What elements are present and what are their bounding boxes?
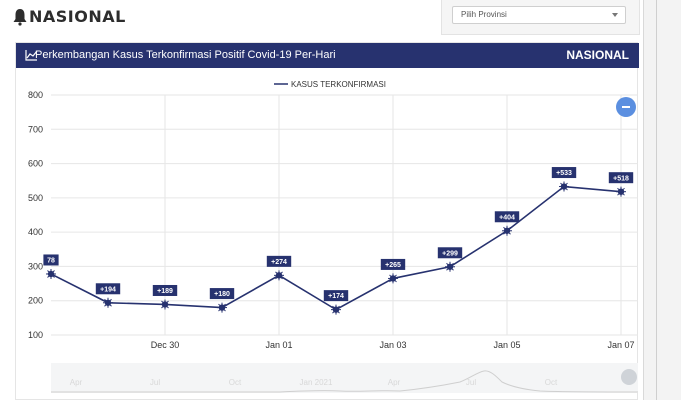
data-point-marker xyxy=(331,304,341,315)
bell-icon xyxy=(13,8,27,26)
data-point-marker xyxy=(217,302,227,313)
navigator-label: Oct xyxy=(229,378,242,387)
y-tick-label: 600 xyxy=(28,159,43,169)
data-label: +174 xyxy=(323,290,349,302)
svg-text:+180: +180 xyxy=(214,291,230,298)
data-label: +518 xyxy=(608,172,634,184)
y-axis: 100 200 300 400 500 600 700 800 xyxy=(28,90,43,340)
svg-text:78: 78 xyxy=(47,258,55,265)
navigator-label: Jan 2021 xyxy=(300,378,333,387)
data-point-marker xyxy=(502,225,512,236)
x-tick-label: Jan 01 xyxy=(265,340,292,350)
data-point-marker xyxy=(559,181,569,192)
data-label: 78 xyxy=(43,254,59,266)
data-point-marker xyxy=(445,261,455,272)
page-header: NASIONAL xyxy=(12,7,126,26)
data-label: +265 xyxy=(380,258,406,270)
data-label: +189 xyxy=(152,284,178,296)
data-label: +299 xyxy=(437,247,463,259)
y-tick-label: 400 xyxy=(28,227,43,237)
svg-text:+533: +533 xyxy=(556,170,572,177)
data-point-marker xyxy=(46,268,56,279)
line-chart-icon xyxy=(25,50,38,61)
chart-card-header: Perkembangan Kasus Terkonfirmasi Positif… xyxy=(16,43,639,68)
navigator-label: Apr xyxy=(70,378,83,387)
navigator-label: Apr xyxy=(388,378,401,387)
svg-text:+518: +518 xyxy=(613,175,629,182)
navigator-handle[interactable] xyxy=(621,369,637,385)
y-tick-label: 700 xyxy=(28,124,43,134)
right-scroll-gutter xyxy=(643,0,681,400)
x-tick-label: Jan 05 xyxy=(493,340,520,350)
svg-text:+189: +189 xyxy=(157,288,173,295)
svg-text:+274: +274 xyxy=(271,259,287,266)
collapse-button[interactable] xyxy=(616,97,636,117)
data-point-marker xyxy=(274,270,284,281)
series-markers xyxy=(46,181,626,315)
data-point-marker xyxy=(616,186,626,197)
data-label: +533 xyxy=(551,167,577,179)
svg-text:+174: +174 xyxy=(328,293,344,300)
x-tick-label: Jan 03 xyxy=(379,340,406,350)
y-tick-label: 800 xyxy=(28,90,43,100)
chart-card: Perkembangan Kasus Terkonfirmasi Positif… xyxy=(15,42,639,400)
legend-label: KASUS TERKONFIRMASI xyxy=(291,80,386,89)
x-tick-label: Dec 30 xyxy=(151,340,180,350)
province-filter-panel: Pilih Provinsi xyxy=(441,0,640,35)
svg-text:+265: +265 xyxy=(385,262,401,269)
chevron-down-icon xyxy=(612,13,618,17)
data-label: +274 xyxy=(266,255,292,267)
navigator-track xyxy=(51,363,638,393)
data-label: +404 xyxy=(494,211,520,223)
navigator-label: Jul xyxy=(150,378,160,387)
region-badge: NASIONAL xyxy=(566,48,629,62)
y-tick-label: 500 xyxy=(28,193,43,203)
page-title: NASIONAL xyxy=(29,7,126,26)
navigator-label: Jul xyxy=(466,378,476,387)
y-tick-label: 200 xyxy=(28,296,43,306)
y-tick-label: 100 xyxy=(28,330,43,340)
province-select[interactable]: Pilih Provinsi xyxy=(452,6,626,24)
data-point-marker xyxy=(160,299,170,310)
navigator-series xyxy=(51,370,639,393)
svg-text:+404: +404 xyxy=(499,214,515,221)
y-tick-label: 300 xyxy=(28,261,43,271)
x-axis: Dec 30 Jan 01 Jan 03 Jan 05 Jan 07 xyxy=(151,340,635,350)
chart-card-title: Perkembangan Kasus Terkonfirmasi Positif… xyxy=(35,49,336,61)
data-label: +180 xyxy=(209,288,235,300)
svg-text:+299: +299 xyxy=(442,250,458,257)
data-label: +194 xyxy=(95,283,121,295)
data-point-marker xyxy=(388,273,398,284)
province-select-value: Pilih Provinsi xyxy=(461,10,507,19)
navigator-label: Oct xyxy=(545,378,558,387)
range-navigator[interactable]: Apr Jul Oct Jan 2021 Apr Jul Oct xyxy=(51,363,639,393)
chart-legend[interactable]: KASUS TERKONFIRMASI xyxy=(274,80,386,89)
data-point-marker xyxy=(103,297,113,308)
x-tick-label: Jan 07 xyxy=(607,340,634,350)
data-labels: 78 +194 +189 +180 +274 +174 +265 +299 +404 +533 +5… xyxy=(43,167,634,302)
svg-text:+194: +194 xyxy=(100,286,116,293)
